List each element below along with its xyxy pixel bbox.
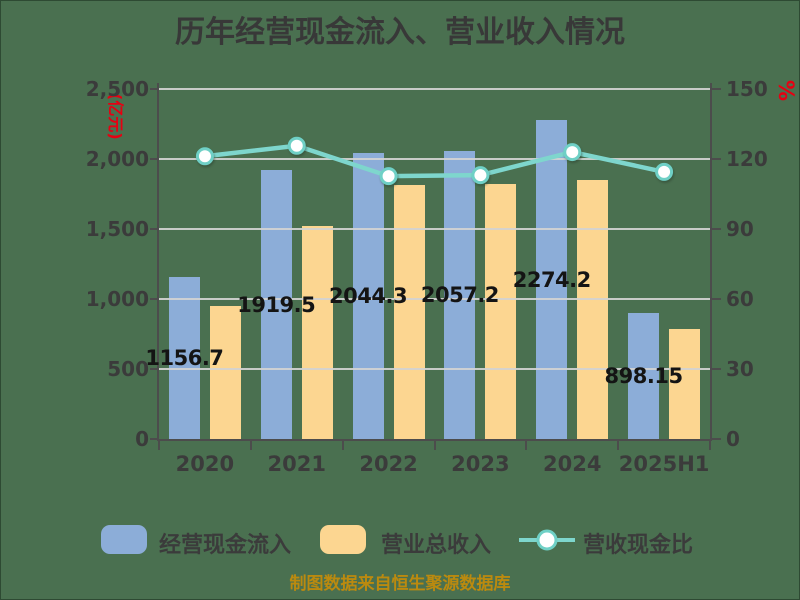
- gridline: [159, 157, 710, 160]
- bar-value-label: 2274.2: [512, 267, 592, 292]
- y-axis-right: [710, 83, 712, 441]
- bar-cash-inflow-2020[interactable]: [168, 276, 200, 439]
- right-axis-tick: [712, 438, 721, 440]
- x-axis-tick: [525, 441, 528, 450]
- x-axis-tick: [617, 441, 620, 450]
- left-axis-tick-label: 1,500: [85, 216, 149, 241]
- y-axis-left: [157, 83, 159, 441]
- x-axis-category-label[interactable]: 2023: [451, 452, 510, 476]
- left-axis-tick-label: 2,500: [85, 76, 149, 101]
- gridline: [159, 87, 710, 90]
- left-axis-tick-label: 2,000: [85, 146, 149, 171]
- x-axis-tick: [341, 441, 344, 450]
- legend-label-cash-inflow[interactable]: 经营现金流入: [159, 533, 292, 558]
- bar-total-revenue-2022[interactable]: [393, 184, 425, 439]
- bar-value-label: 2057.2: [420, 282, 500, 307]
- bar-value-label: 1919.5: [237, 292, 316, 317]
- x-axis-tick: [249, 441, 252, 450]
- left-axis-tick: [150, 438, 159, 440]
- gridline: [159, 297, 710, 300]
- legend-label-total-revenue[interactable]: 营业总收入: [381, 533, 492, 558]
- x-axis-category-label[interactable]: 2022: [359, 452, 418, 476]
- right-axis-tick-label: 0: [726, 427, 740, 451]
- right-axis-tick: [712, 367, 721, 370]
- x-axis-category-label[interactable]: 2020: [175, 452, 235, 476]
- bar-cash-inflow-2023[interactable]: [444, 150, 476, 439]
- x-axis-tick: [158, 441, 160, 450]
- right-axis-tick-label: 60: [726, 286, 754, 311]
- bar-cash-inflow-2024[interactable]: [536, 120, 568, 439]
- ratio-line: [202, 143, 667, 179]
- chart-legend: 经营现金流入 营业总收入 营收现金比: [1, 519, 799, 559]
- right-axis-tick-label: 90: [726, 216, 754, 241]
- bar-cash-inflow-2022[interactable]: [352, 152, 384, 439]
- legend-label-ratio[interactable]: 营收现金比: [583, 533, 694, 558]
- ratio-point-2022[interactable]: [379, 167, 398, 186]
- left-axis-tick: [150, 157, 159, 160]
- left-axis-tick: [150, 367, 159, 370]
- left-axis-tick-label: 1,000: [85, 286, 149, 311]
- right-axis-tick-label: 150: [726, 76, 768, 101]
- legend-swatch-total-revenue[interactable]: [320, 525, 366, 554]
- x-axis: [157, 439, 712, 441]
- right-axis-tick-label: 30: [726, 356, 754, 381]
- bar-total-revenue-2021[interactable]: [301, 226, 333, 439]
- data-source-note: 制图数据来自恒生聚源数据库: [289, 574, 511, 594]
- x-axis-tick: [433, 441, 436, 450]
- bar-value-label: 2044.3: [329, 283, 408, 308]
- bar-cash-inflow-2025H1[interactable]: [628, 313, 660, 439]
- right-axis-tick-label: 120: [726, 146, 768, 171]
- left-axis-tick-label: 0: [135, 427, 149, 451]
- left-axis-tick: [150, 227, 159, 230]
- x-axis-category-label[interactable]: 2024: [543, 452, 602, 476]
- ratio-point-2021[interactable]: [287, 136, 306, 155]
- bar-total-revenue-2024[interactable]: [577, 179, 609, 439]
- bar-total-revenue-2023[interactable]: [485, 184, 517, 439]
- chart-title: 历年经营现金流入、营业收入情况: [175, 15, 625, 50]
- ratio-point-2025H1[interactable]: [655, 162, 674, 181]
- left-axis-tick: [150, 297, 159, 300]
- bar-total-revenue-2025H1[interactable]: [669, 329, 701, 439]
- bar-value-label: 1156.7: [145, 345, 224, 370]
- right-axis-tick: [712, 227, 721, 230]
- bar-cash-inflow-2021[interactable]: [260, 170, 292, 439]
- x-axis-category-label[interactable]: 2021: [267, 452, 326, 476]
- legend-line-marker-icon[interactable]: [517, 525, 577, 555]
- right-axis-tick: [712, 297, 721, 300]
- legend-swatch-cash-inflow[interactable]: [101, 525, 147, 554]
- left-axis-tick: [150, 87, 159, 90]
- left-axis-tick-label: 500: [107, 356, 149, 381]
- right-axis-tick: [712, 87, 721, 90]
- bar-value-label: 898.15: [604, 364, 684, 389]
- gridline: [159, 227, 710, 230]
- ratio-point-2024[interactable]: [563, 143, 582, 162]
- ratio-point-2023[interactable]: [471, 166, 490, 185]
- gridline: [159, 367, 710, 370]
- x-axis-tick: [709, 441, 711, 450]
- x-axis-category-label[interactable]: 2025H1: [618, 452, 710, 476]
- ratio-point-2020[interactable]: [195, 147, 214, 166]
- right-axis-tick: [712, 157, 721, 160]
- bar-total-revenue-2020[interactable]: [209, 305, 241, 439]
